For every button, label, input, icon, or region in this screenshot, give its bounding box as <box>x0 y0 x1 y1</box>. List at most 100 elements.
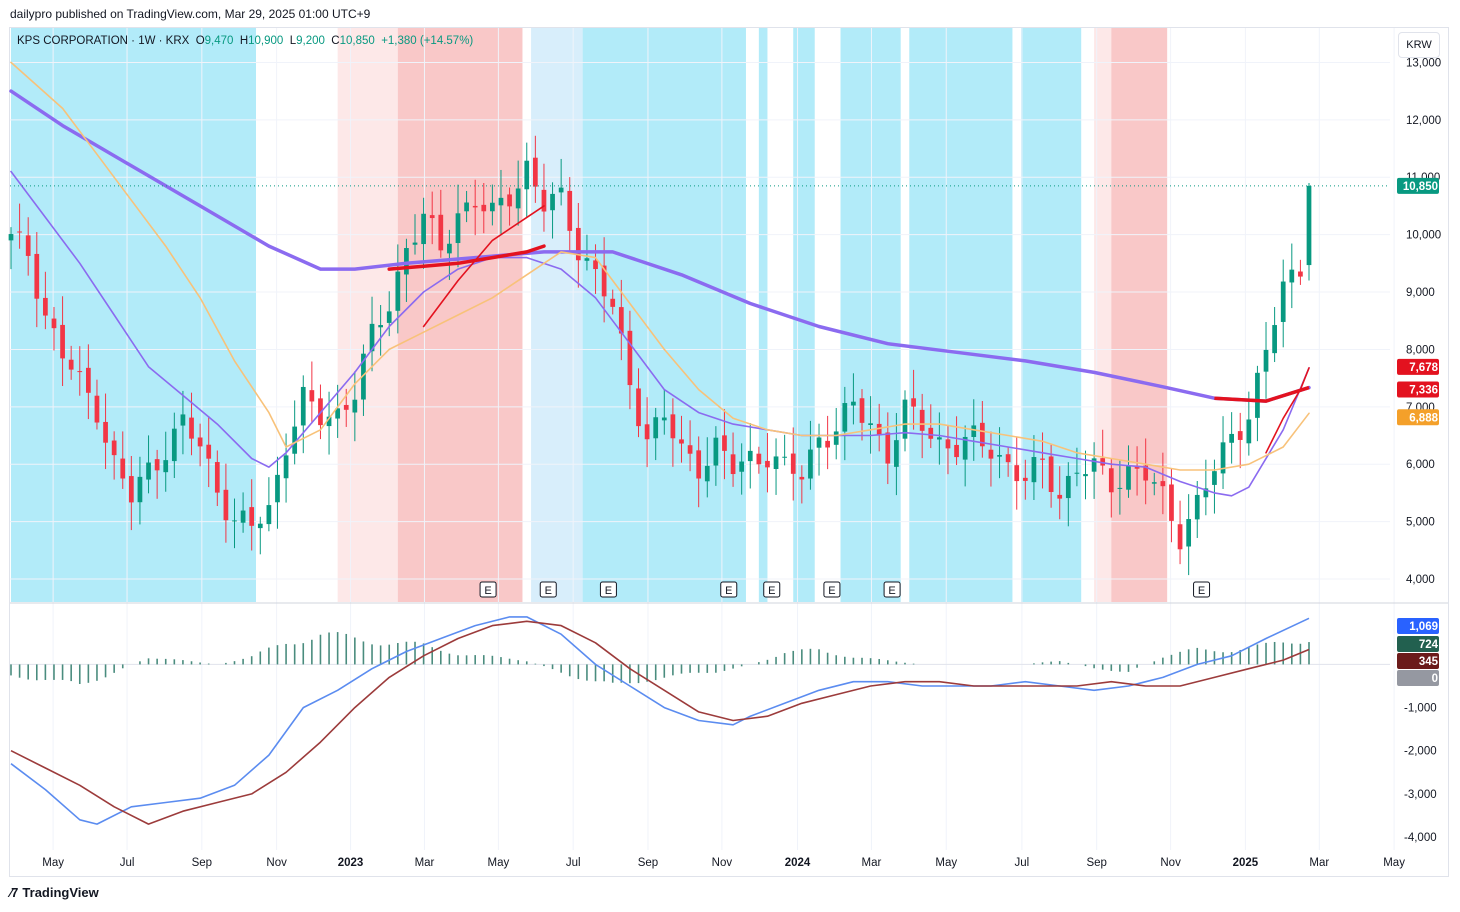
candle-body <box>8 234 14 241</box>
candle <box>1065 462 1071 527</box>
candle <box>515 160 521 226</box>
candle <box>1031 435 1037 500</box>
gridlines-layer <box>10 28 1448 850</box>
x-tick-label: May <box>1383 857 1405 869</box>
macd-badge-zero: 0 <box>1397 670 1439 686</box>
candle <box>1022 459 1028 500</box>
candle <box>670 398 676 467</box>
legend-open: 9,470 <box>204 35 234 47</box>
candle <box>275 456 280 529</box>
candle-body <box>1237 431 1243 440</box>
chart-frame[interactable] <box>9 27 1449 877</box>
earnings-marker: E <box>539 581 557 598</box>
macd-y-tick-label: -2,000 <box>1404 746 1437 758</box>
earnings-marker-box <box>1193 581 1211 598</box>
candle <box>438 189 444 258</box>
candle-body <box>412 242 418 245</box>
candle-body <box>472 205 478 208</box>
candle-body <box>103 421 108 443</box>
axis-labels-layer: 13,00012,00011,00010,0009,0008,0007,0006… <box>42 57 1441 869</box>
candle <box>1272 306 1277 363</box>
candle-body <box>868 423 873 425</box>
candle-body <box>1212 471 1217 485</box>
candle <box>17 203 22 249</box>
candle-body <box>962 436 968 460</box>
x-tick-label: 2023 <box>338 857 364 869</box>
candle <box>1160 452 1166 515</box>
x-tick-label: Sep <box>638 857 658 869</box>
candle-body <box>1057 494 1063 499</box>
candle-body <box>180 414 186 426</box>
candle-body <box>455 213 461 244</box>
candle-body <box>309 390 315 402</box>
tradingview-logo[interactable]: ⁄7 TradingView <box>10 885 99 900</box>
candle <box>928 404 934 449</box>
candle <box>816 423 822 476</box>
bg-band-7 <box>840 28 901 602</box>
candle-body <box>137 476 143 503</box>
bg-band-11 <box>1111 28 1168 602</box>
candle <box>1246 391 1252 456</box>
bg-band-2 <box>397 28 523 602</box>
candle-body <box>747 450 753 462</box>
earnings-marker: E <box>763 581 781 598</box>
series-line-1 <box>10 170 1310 497</box>
earnings-marker-label: E <box>605 585 612 597</box>
candle <box>1280 259 1286 348</box>
candle-body <box>1298 271 1303 277</box>
candle <box>472 179 478 236</box>
x-tick-label: Nov <box>1160 857 1181 869</box>
price-badge-ma1-text: 7,678 <box>1409 362 1438 374</box>
price-badge-ma1-bg <box>1397 358 1439 375</box>
candle <box>163 431 169 492</box>
earnings-marker-box <box>823 581 841 598</box>
candle-body <box>163 460 169 473</box>
candle-body <box>670 414 676 439</box>
legend-close-label: C <box>331 35 340 47</box>
candle-body <box>60 324 65 359</box>
candle <box>575 202 581 288</box>
candle-body <box>1091 458 1097 472</box>
background-bands-layer <box>11 28 1168 602</box>
candle <box>851 373 856 425</box>
candle <box>1169 468 1174 543</box>
candle <box>120 431 126 489</box>
candle-body <box>438 214 444 251</box>
currency-button[interactable]: KRW <box>1398 32 1440 58</box>
candle <box>627 310 633 410</box>
price-badge-ma2-bg <box>1397 381 1439 398</box>
candle-body <box>1083 474 1088 477</box>
candle <box>1126 445 1131 498</box>
candle <box>1108 459 1114 518</box>
price-badge-ma2: 7,336 <box>1397 381 1439 398</box>
candle-body <box>876 423 882 436</box>
candle-body <box>429 215 435 219</box>
candle-body <box>739 461 745 472</box>
macd-y-tick-label: -1,000 <box>1404 703 1437 715</box>
legend-change: +1,380 (+14.57%) <box>381 35 474 47</box>
candle-body <box>206 444 212 459</box>
price-badge-ma3: 6,888 <box>1397 409 1439 426</box>
macd-badge-macd-bg <box>1397 618 1439 634</box>
bg-band-0 <box>11 28 256 602</box>
x-tick-label: May <box>42 857 64 869</box>
candle-body <box>679 439 684 444</box>
candle-body <box>1306 185 1312 266</box>
candle <box>386 291 392 337</box>
candle <box>8 227 14 270</box>
earnings-marker-box <box>763 581 781 598</box>
y-tick-label: 12,000 <box>1406 115 1441 127</box>
candle-body <box>1108 468 1114 493</box>
candle-body <box>713 437 719 466</box>
candle-body <box>773 456 779 470</box>
candle-body <box>232 520 237 522</box>
price-badge-ma1: 7,678 <box>1397 358 1439 375</box>
series-line-5 <box>1265 367 1310 454</box>
candle <box>266 477 272 532</box>
candle <box>636 368 641 438</box>
candle <box>1212 459 1217 514</box>
candle <box>610 289 616 315</box>
earnings-marker-box <box>479 581 497 598</box>
earnings-marker-label: E <box>725 585 732 597</box>
